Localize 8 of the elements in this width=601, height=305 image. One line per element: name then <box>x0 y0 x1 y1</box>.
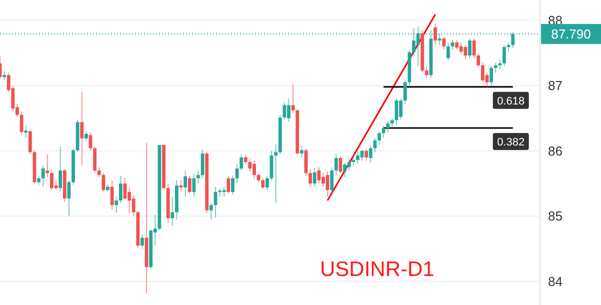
y-tick-label: 85 <box>548 208 562 224</box>
ref-line-label: 87.790 <box>551 26 591 42</box>
y-tick-label: 84 <box>548 274 562 290</box>
series-label: 0.382 <box>497 136 525 149</box>
series-label: 0.618 <box>497 95 525 108</box>
annotation: USDINR-D1 <box>320 258 434 281</box>
y-tick-label: 86 <box>548 143 562 158</box>
y-tick-label: 87 <box>548 78 562 94</box>
